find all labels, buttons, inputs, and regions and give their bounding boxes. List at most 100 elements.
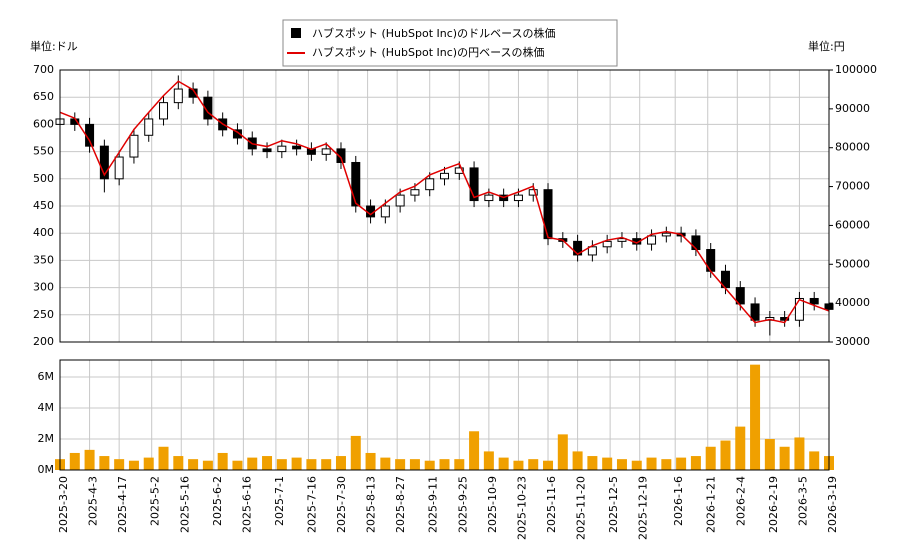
volume-bar [676, 457, 687, 470]
volume-bar [764, 439, 775, 470]
y2-tick-label: 30000 [835, 335, 870, 348]
candle-body [780, 317, 790, 321]
volume-bar [631, 460, 642, 470]
volume-bar [690, 456, 701, 470]
volume-bar [84, 449, 95, 470]
candle-body [129, 134, 139, 158]
x-tick-label: 2025-6-16 [240, 476, 253, 533]
volume-bar [321, 459, 332, 470]
plot-frame [59, 69, 830, 343]
x-tick-label: 2025-10-23 [515, 476, 528, 540]
y-tick-label: 350 [33, 253, 54, 266]
x-tick-label: 2026-2-19 [767, 476, 780, 533]
candle-body [647, 235, 657, 245]
candle-body [454, 167, 464, 174]
volume-bar [528, 459, 539, 470]
candle-body [528, 189, 538, 196]
y2-tick-label: 90000 [835, 102, 870, 115]
volume-bar [217, 452, 228, 470]
candle-body [617, 238, 627, 242]
x-tick-label: 2025-7-16 [305, 476, 318, 533]
unit-right: 単位:円 [808, 39, 845, 53]
volume-bar [69, 452, 80, 470]
volume-bar [158, 446, 169, 470]
x-tick-label: 2025-11-20 [575, 476, 588, 540]
y-tick-label: 250 [33, 308, 54, 321]
candle-body [277, 145, 287, 153]
y-tick-label: 700 [33, 63, 54, 76]
candle-body [410, 189, 420, 196]
candle-body [543, 189, 553, 240]
x-tick-label: 2025-9-25 [456, 476, 469, 533]
volume-bar [543, 460, 554, 470]
volume-bar [735, 426, 746, 470]
volume-bar [143, 457, 154, 470]
y2-tick-label: 100000 [835, 63, 877, 76]
x-tick-label: 2025-4-17 [116, 476, 129, 533]
candle-body [262, 148, 272, 153]
volume-bar [232, 460, 243, 470]
volume-bar [188, 459, 199, 470]
unit-left: 単位:ドル [30, 39, 78, 53]
x-tick-label: 2025-12-5 [607, 476, 620, 533]
volume-tick-label: 0M [38, 463, 55, 476]
x-tick-label: 2025-12-19 [637, 476, 650, 540]
volume-tick-label: 2M [38, 432, 55, 445]
yen-line [59, 80, 830, 324]
candle-body [232, 129, 242, 139]
x-tick-label: 2025-3-20 [57, 476, 70, 533]
volume-bar [750, 364, 761, 470]
volume-bar [350, 435, 361, 470]
candle-body [114, 156, 124, 180]
volume-bar [262, 456, 273, 470]
candle-body [425, 178, 435, 191]
volume-tick-label: 6M [38, 370, 55, 383]
volume-bar [395, 459, 406, 470]
volume-bar [202, 460, 213, 470]
candle-body [99, 145, 109, 180]
legend-label: ハブスポット (HubSpot Inc)のドルベースの株価 [312, 26, 556, 40]
candle-body [809, 297, 819, 305]
volume-bar [469, 431, 480, 470]
y-tick-label: 400 [33, 226, 54, 239]
volume-bar [572, 451, 583, 470]
y-tick-label: 500 [33, 172, 54, 185]
volume-bar [173, 456, 184, 470]
volume-bar [335, 456, 346, 470]
candle-body [336, 148, 346, 163]
volume-bar [616, 459, 627, 470]
volume-bar [454, 459, 465, 470]
volume-frame [59, 359, 830, 471]
candle-body [469, 167, 479, 202]
x-tick-label: 2026-1-21 [705, 476, 718, 533]
x-tick-label: 2026-1-6 [672, 476, 685, 526]
candle-body [203, 96, 213, 120]
candle-body [750, 303, 760, 321]
x-tick-label: 2025-8-27 [394, 476, 407, 533]
y-tick-label: 550 [33, 145, 54, 158]
x-tick-label: 2025-11-6 [545, 476, 558, 533]
volume-bar [128, 460, 139, 470]
x-tick-label: 2025-7-30 [335, 476, 348, 533]
volume-bar [513, 460, 524, 470]
candle-body [292, 145, 302, 150]
volume-tick-label: 4M [38, 401, 55, 414]
y2-tick-label: 70000 [835, 180, 870, 193]
volume-bar [276, 459, 287, 470]
x-tick-label: 2025-8-13 [365, 476, 378, 533]
volume-bar [439, 459, 450, 470]
candle-body [691, 235, 701, 251]
candle-body [395, 194, 405, 207]
volume-bar [705, 446, 716, 470]
volume-bar [409, 459, 420, 470]
candle-body [661, 232, 671, 237]
y-tick-label: 600 [33, 117, 54, 130]
x-tick-label: 2025-6-2 [211, 476, 224, 526]
volume-bar [365, 452, 376, 470]
volume-bar [602, 457, 613, 470]
y2-tick-label: 60000 [835, 218, 870, 231]
y2-tick-label: 50000 [835, 257, 870, 270]
x-tick-label: 2026-3-19 [826, 476, 839, 533]
legend [282, 19, 618, 67]
candle-body [794, 297, 804, 321]
